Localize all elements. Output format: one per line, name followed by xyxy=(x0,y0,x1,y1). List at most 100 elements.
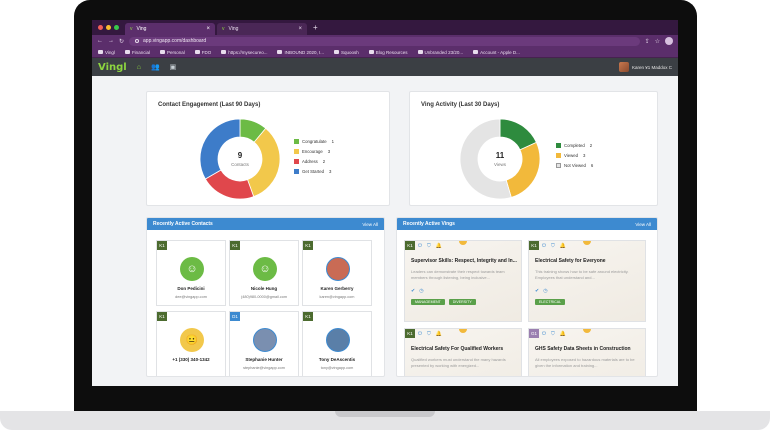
vings-panel-header: Recently Active Vings View All xyxy=(397,218,657,230)
legend-item[interactable]: Encourage 3 xyxy=(294,146,334,156)
star-icon[interactable] xyxy=(583,329,591,333)
donut-slice-not-viewed[interactable] xyxy=(459,118,512,200)
star-icon[interactable] xyxy=(583,241,591,245)
reload-icon[interactable]: ↻ xyxy=(119,38,125,45)
check-icon[interactable]: ✔ xyxy=(411,376,415,377)
close-window-button[interactable] xyxy=(98,25,103,30)
bookmark-item[interactable]: FDO xyxy=(194,50,211,55)
check-icon[interactable]: ✔ xyxy=(535,376,539,377)
laptop-notch xyxy=(335,411,435,417)
status-badge: K1 xyxy=(405,241,415,250)
check-icon[interactable]: ✔ xyxy=(411,288,416,294)
legend-count: 3 xyxy=(583,152,586,158)
clock-icon[interactable]: ◷ xyxy=(543,376,547,377)
user-menu[interactable]: Karen ¥1 Maddox C xyxy=(618,62,672,72)
star-icon[interactable] xyxy=(459,329,467,333)
contact-card[interactable]: K1 ☺ Nicole Hung (480)980-0000@gmail.com xyxy=(229,240,299,306)
status-badge: D1 xyxy=(230,312,240,321)
status-badge: K1 xyxy=(303,312,313,321)
contact-email: tony@vingapp.com xyxy=(320,366,354,370)
legend-count: 6 xyxy=(590,162,594,168)
contact-card[interactable]: D1 Stephanie Hunter stephanie@vingapp.com xyxy=(229,311,299,376)
status-badge: K1 xyxy=(230,241,240,250)
browser-tab-2[interactable]: v Ving × xyxy=(217,23,307,35)
profile-avatar[interactable] xyxy=(665,37,673,45)
bookmark-item[interactable]: Squoosh xyxy=(334,50,359,55)
address-bar[interactable]: app.vingapp.com/dashboard xyxy=(129,36,640,46)
contact-card[interactable]: K1 Karen Gerberry karen@vingapp.com xyxy=(302,240,372,306)
url-text: app.vingapp.com/dashboard xyxy=(143,38,207,44)
legend-swatch xyxy=(556,152,561,158)
contact-name: +1 (330) 340-1342 xyxy=(172,357,210,362)
smile-icon: ☺ xyxy=(253,257,277,281)
ving-description: This training shows how to be safe aroun… xyxy=(535,269,629,280)
check-icon[interactable]: ✔ xyxy=(535,288,540,294)
bookmark-item[interactable]: Unbranded 23/20... xyxy=(417,50,463,55)
ving-card[interactable]: K1 ⏻ ⛉ 🔔 Electrical Safety for Everyone … xyxy=(528,240,646,322)
legend-swatch xyxy=(556,162,561,168)
tag-label[interactable]: ELECTRICAL xyxy=(535,299,566,305)
donut-slice-viewed[interactable] xyxy=(505,141,541,198)
back-arrow-icon[interactable]: ← xyxy=(97,38,103,44)
avatar xyxy=(326,257,350,281)
engagement-donut: 9 Contacts xyxy=(199,118,281,200)
legend-count: 1 xyxy=(331,138,334,144)
bookmark-item[interactable]: Blog Resources xyxy=(368,50,408,55)
power-icon: ⏻ xyxy=(542,331,546,337)
legend-item[interactable]: Not Viewed 6 xyxy=(556,160,593,170)
ving-thumbnail xyxy=(529,329,645,376)
contacts-icon[interactable]: 👥 xyxy=(150,64,160,71)
new-tab-button[interactable]: + xyxy=(313,23,318,32)
contacts-view-all-link[interactable]: View All xyxy=(362,221,378,227)
power-icon: ⏻ xyxy=(418,243,422,249)
app-logo[interactable]: Vingl xyxy=(98,61,127,73)
bookmark-item[interactable]: INBOUND 2020, I... xyxy=(277,50,324,55)
legend-item[interactable]: Viewed 3 xyxy=(556,150,593,160)
browser-tab-1[interactable]: v Ving × xyxy=(125,23,215,35)
legend-label: Congratulate xyxy=(302,138,327,144)
legend-item[interactable]: Get Started 3 xyxy=(294,166,334,176)
maximize-window-button[interactable] xyxy=(114,25,119,30)
close-tab-icon[interactable]: × xyxy=(298,26,302,32)
folder-icon xyxy=(368,50,374,54)
close-tab-icon[interactable]: × xyxy=(206,26,210,32)
contact-card[interactable]: K1 ☺ Don Pedicini dee@vingapp.com xyxy=(156,240,226,306)
star-icon[interactable] xyxy=(459,241,467,245)
legend-item[interactable]: Address 2 xyxy=(294,156,334,166)
donut-slice-get-started[interactable] xyxy=(199,118,241,180)
clock-icon[interactable]: ◷ xyxy=(543,288,548,294)
ving-thumbnail xyxy=(529,241,645,321)
legend-item[interactable]: Completed 2 xyxy=(556,140,593,150)
ving-card[interactable]: G1 ⏻ ⛉ 🔔 GHS Safety Data Sheets in Const… xyxy=(528,328,646,377)
legend-swatch xyxy=(294,158,299,164)
clock-icon[interactable]: ◷ xyxy=(419,288,424,294)
ving-card[interactable]: K1 ⏻ ⛉ 🔔 Electrical Safety For Qualified… xyxy=(404,328,522,377)
home-icon[interactable]: ⌂ xyxy=(136,63,141,71)
bookmark-item[interactable]: Financial xyxy=(124,50,150,55)
bookmark-item[interactable]: Personal xyxy=(159,50,185,55)
legend-label: Get Started xyxy=(302,168,324,174)
contact-card[interactable]: K1 Tony DeAscentis tony@vingapp.com xyxy=(302,311,372,376)
bookmark-star-icon[interactable]: ☆ xyxy=(654,38,660,45)
tag-label[interactable]: DIVERSITY xyxy=(448,299,476,305)
contact-card[interactable]: K1 😐 +1 (330) 340-1342 xyxy=(156,311,226,376)
ving-card[interactable]: K1 ⏻ ⛉ 🔔 Supervisor Skills: Respect, Int… xyxy=(404,240,522,322)
vings-view-all-link[interactable]: View All xyxy=(635,221,651,227)
legend-label: Encourage xyxy=(302,148,323,154)
ving-actions: ✔ ◷ xyxy=(535,288,548,294)
bookmark-item[interactable]: https://mysecureo... xyxy=(221,50,267,55)
bookmark-item[interactable]: Vingl xyxy=(98,50,115,55)
share-icon[interactable]: ⇪ xyxy=(644,38,650,45)
tag-label[interactable]: MANAGEMENT xyxy=(411,299,445,305)
avatar xyxy=(326,328,350,352)
clock-icon[interactable]: ◷ xyxy=(419,376,423,377)
avatar xyxy=(253,328,277,352)
ving-description: All employees exposed to hazardous mater… xyxy=(535,357,635,368)
minimize-window-button[interactable] xyxy=(106,25,111,30)
favicon-icon: v xyxy=(130,26,133,32)
bookmark-item[interactable]: Account - Apple D... xyxy=(473,50,520,55)
forward-arrow-icon[interactable]: → xyxy=(108,38,114,44)
legend-item[interactable]: Congratulate 1 xyxy=(294,136,334,146)
globe-icon xyxy=(221,50,227,54)
vings-icon[interactable]: ▣ xyxy=(169,64,177,71)
